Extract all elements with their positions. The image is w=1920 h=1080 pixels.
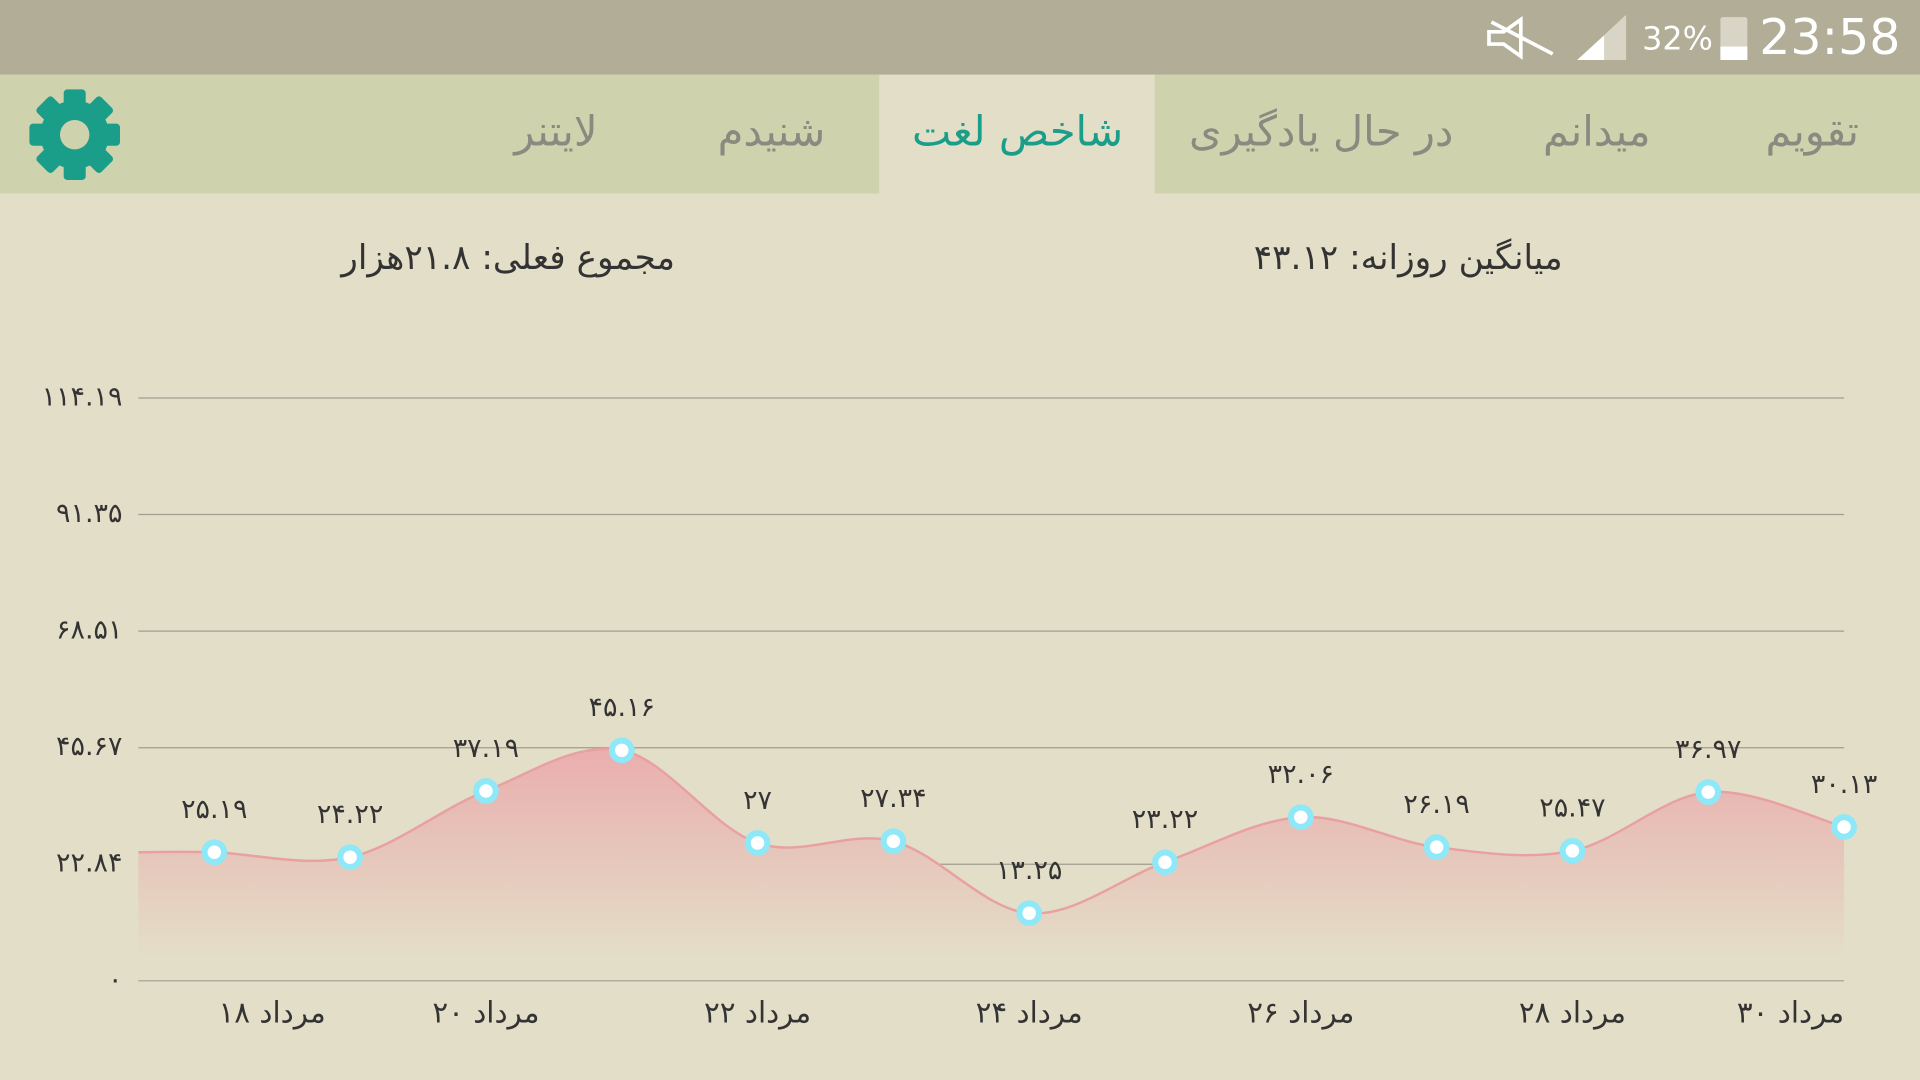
point	[1152, 849, 1178, 876]
battery-level	[1720, 46, 1748, 60]
point	[1423, 834, 1450, 860]
x-tick-label: ۲۲ مرداد	[704, 995, 811, 1029]
point	[1287, 804, 1314, 831]
point	[201, 839, 228, 866]
y-tick-label: ۶۸.۵۱	[56, 615, 122, 646]
settings-button[interactable]	[29, 89, 120, 180]
daily-average: میانگین روزانه: ۴۳.۱۲	[1254, 238, 1563, 278]
active-tab-bg	[879, 74, 1155, 194]
x-tick-label: ۲۶ مرداد	[1247, 995, 1354, 1029]
value-label: ۲۴.۲۲	[317, 799, 383, 830]
y-tick-label: ۰	[108, 964, 122, 995]
tab[interactable]: لایتنر	[512, 107, 597, 156]
y-tick-label: ۹۱.۳۵	[56, 498, 122, 529]
value-label: ۲۶.۱۹	[1403, 789, 1469, 820]
value-label: ۳۷.۱۹	[453, 733, 519, 764]
value-label: ۲۷.۳۴	[860, 783, 926, 814]
battery-percent: 32%	[1642, 19, 1713, 57]
clock: 23:58	[1759, 9, 1900, 66]
x-tick-label: ۲۴ مرداد	[976, 995, 1083, 1029]
value-label: ۲۵.۱۹	[181, 794, 247, 825]
y-tick-label: ۴۵.۶۷	[56, 731, 122, 762]
value-label: ۱۳.۲۵	[996, 855, 1062, 886]
x-tick-label: ۲۸ مرداد	[1519, 995, 1626, 1029]
tabs: تقویم میدانم در حال یادگیری شاخص لغت شنی…	[512, 107, 1859, 157]
value-label: ۳۲.۰۶	[1268, 759, 1334, 790]
point	[1016, 900, 1043, 927]
status-bar	[0, 0, 1920, 75]
value-label: ۲۵.۴۷	[1539, 793, 1605, 824]
tab[interactable]: در حال یادگیری	[1189, 107, 1454, 156]
mute-icon	[1487, 16, 1554, 60]
point	[337, 844, 363, 871]
tab[interactable]: تقویم	[1766, 107, 1859, 157]
point	[1695, 779, 1722, 805]
value-label: ۲۷	[743, 785, 772, 816]
signal-level	[1577, 35, 1605, 60]
x-tick-label: ۲۰ مرداد	[432, 995, 539, 1029]
point	[744, 830, 771, 856]
x-tick-label: ۱۸ مرداد	[219, 995, 326, 1029]
tab[interactable]: میدانم	[1543, 107, 1651, 157]
point	[880, 828, 907, 855]
area	[138, 748, 1845, 958]
point	[473, 778, 499, 804]
current-total: مجموع فعلی: ۲۱.۸هزار	[339, 238, 675, 278]
point	[1559, 837, 1586, 864]
value-label: ۲۳.۲۲	[1132, 804, 1198, 835]
y-tick-label: ۲۲.۸۴	[56, 848, 122, 879]
value-label: ۴۵.۱۶	[589, 692, 655, 723]
chart: ۰ ۲۲.۸۴ ۴۵.۶۷ ۶۸.۵۱ ۹۱.۳۵ ۱۱۴.۱۹ ۲۵.۱۹ ۲۴.۲۲ ۳۷.…	[42, 381, 1878, 1029]
point	[1831, 814, 1857, 840]
x-tick-label: ۳۰ مرداد	[1737, 995, 1844, 1029]
value-label: ۳۰.۱۳	[1811, 769, 1877, 800]
value-label: ۳۶.۹۷	[1675, 734, 1741, 765]
point	[608, 737, 635, 764]
tab[interactable]: شنیدم	[718, 107, 826, 156]
y-tick-label: ۱۱۴.۱۹	[42, 381, 123, 412]
tab-active[interactable]: شاخص لغت	[912, 107, 1123, 156]
